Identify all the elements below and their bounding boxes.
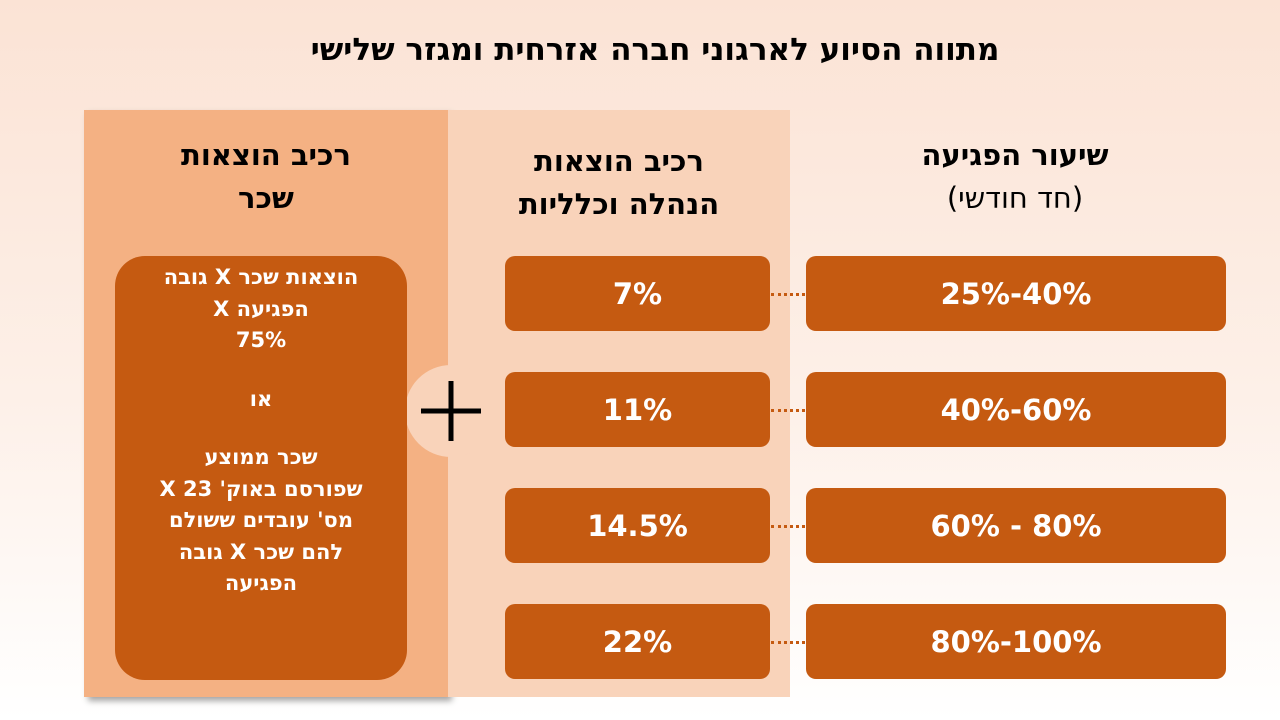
damage-box: 25%-40% — [806, 256, 1226, 331]
wage-box: הוצאות שכר X גובה הפגיעה X 75% או שכר ממוצע ש… — [115, 256, 407, 680]
wage-line: 75% — [235, 328, 287, 352]
admin-box: 22% — [505, 604, 770, 679]
wage-line: שכר ממוצע — [204, 445, 318, 469]
wage-line: הפגיעה X — [213, 296, 309, 321]
admin-header: רכיב הוצאות הנהלה וכלליות — [469, 140, 769, 226]
header-line: הנהלה וכלליות — [518, 187, 720, 221]
wage-header: רכיב הוצאות שכר — [116, 134, 416, 220]
header-line: רכיב הוצאות — [534, 144, 704, 178]
damage-box: 60% - 80% — [806, 488, 1226, 563]
admin-box: 11% — [505, 372, 770, 447]
wage-line: שפורסם באוק' 23 X — [159, 476, 363, 501]
wage-line: או — [249, 386, 273, 411]
header-subline: (חד חודשי) — [946, 181, 1084, 215]
header-line: שכר — [238, 181, 294, 215]
damage-header: שיעור הפגיעה (חד חודשי) — [865, 134, 1165, 220]
damage-box: 40%-60% — [806, 372, 1226, 447]
wage-line: להם שכר X גובה — [178, 539, 344, 564]
connector — [771, 641, 805, 644]
wage-line: הוצאות שכר X גובה — [163, 265, 359, 289]
header-line: רכיב הוצאות — [181, 138, 351, 172]
admin-box: 14.5% — [505, 488, 770, 563]
header-line: שיעור הפגיעה — [921, 138, 1109, 172]
title: מתווה הסיוע לארגוני חברה אזרחית ומגזר של… — [310, 32, 1000, 68]
connector — [771, 525, 805, 528]
wage-line: הפגיעה — [224, 571, 298, 595]
admin-box: 7% — [505, 256, 770, 331]
damage-box: 80%-100% — [806, 604, 1226, 679]
connector — [771, 409, 805, 412]
wage-line: מס' עובדים ששולם — [168, 508, 354, 532]
connector — [771, 293, 805, 296]
plus-sign — [421, 381, 481, 441]
